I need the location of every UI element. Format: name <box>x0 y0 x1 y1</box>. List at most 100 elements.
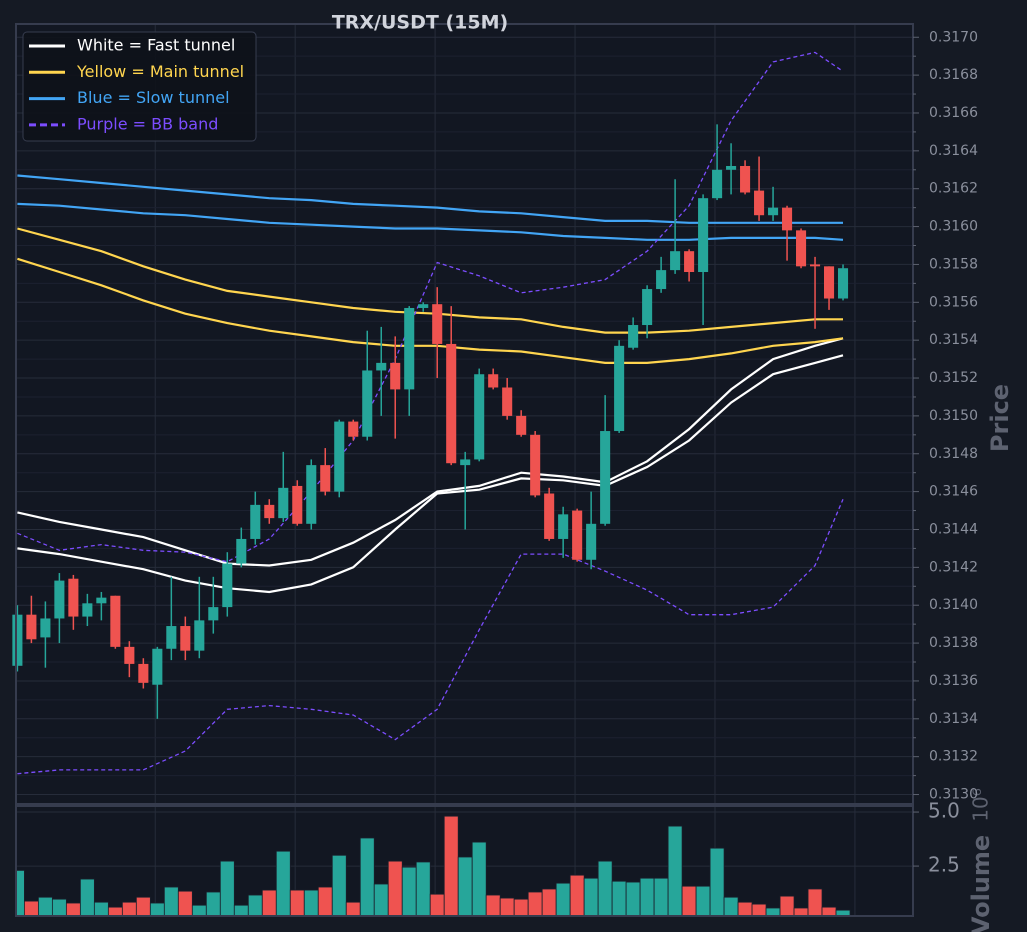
candle-body <box>138 663 149 683</box>
candle-body <box>292 485 303 524</box>
candle-body <box>796 230 807 267</box>
candle-body <box>823 266 835 299</box>
volume-bar <box>149 902 165 917</box>
candle-body <box>12 614 23 666</box>
candle-body <box>698 198 709 273</box>
y-tick-label: 0.3150 <box>929 408 978 424</box>
candle-body <box>348 421 359 437</box>
candle-body <box>166 626 177 649</box>
candle-body <box>68 578 79 617</box>
volume-bar <box>499 897 515 917</box>
volume-bar <box>695 885 711 917</box>
volume-bar <box>429 893 445 917</box>
candle-body <box>460 459 471 466</box>
band-line <box>17 202 844 241</box>
candle-body <box>278 487 289 519</box>
volume-bar <box>779 895 795 917</box>
volume-bar <box>541 888 557 917</box>
volume-bar <box>513 898 529 917</box>
candle-body <box>110 595 121 647</box>
volume-bar <box>205 891 221 917</box>
volume-bar <box>331 854 347 917</box>
volume-bar <box>23 900 39 917</box>
y-tick-label: 0.3140 <box>929 597 978 613</box>
volume-bar <box>639 877 655 917</box>
volume-bar <box>135 896 151 917</box>
y-tick-label: 0.3168 <box>929 67 978 83</box>
candle-body <box>334 421 345 492</box>
candle-body <box>446 343 457 464</box>
candle-body <box>768 207 779 216</box>
volume-bar <box>387 860 403 917</box>
volume-bar <box>107 906 123 917</box>
legend-label: White = Fast tunnel <box>77 36 235 55</box>
volume-bar <box>821 906 837 917</box>
volume-bar <box>597 860 613 917</box>
volume-bar <box>527 891 543 917</box>
candle-body <box>544 493 555 539</box>
y-tick-label: 0.3162 <box>929 181 978 197</box>
candle-body <box>264 504 275 519</box>
candle-body <box>726 165 737 170</box>
candle-body <box>670 251 681 271</box>
volume-bar <box>485 894 501 917</box>
candle-body <box>600 431 611 524</box>
volume-bar <box>457 856 473 917</box>
candle-body <box>810 264 821 267</box>
price-frame <box>15 23 914 805</box>
candle-body <box>572 510 583 560</box>
volume-bar <box>443 815 459 917</box>
y-tick-label: 0.3170 <box>929 29 978 45</box>
volume-bar <box>611 880 627 917</box>
price-panel <box>16 24 913 804</box>
y-tick-label: 0.3160 <box>929 219 978 235</box>
candle-body <box>530 434 541 496</box>
candle-body <box>740 165 751 193</box>
candle-body <box>418 304 429 308</box>
y-tick-label: 0.3154 <box>929 332 978 348</box>
candle-body <box>558 514 569 539</box>
y-tick-label: 0.3158 <box>929 256 978 272</box>
y-tick-label: 2.5 <box>928 853 960 877</box>
candle-body <box>26 614 37 640</box>
candle-body <box>782 207 793 231</box>
y-tick-label: 0.3132 <box>929 749 978 765</box>
band-line <box>17 354 844 594</box>
volume-bar <box>681 885 697 917</box>
volume-bar <box>247 894 263 917</box>
candle-body <box>152 648 163 685</box>
volume-bar <box>751 903 767 917</box>
volume-bar <box>121 901 137 917</box>
candle-body <box>320 465 331 492</box>
volume-bar <box>359 837 375 917</box>
y-tick-label: 0.3146 <box>929 484 978 500</box>
candle-body <box>586 523 597 560</box>
volume-bar <box>79 878 95 917</box>
volume-bar <box>219 860 235 917</box>
y-axis-label: Price <box>986 384 1014 452</box>
volume-bar <box>807 888 823 917</box>
volume-bar <box>191 904 207 917</box>
y-tick-label: 0.3156 <box>929 294 978 310</box>
candle-body <box>684 251 695 273</box>
candle-body <box>516 415 527 435</box>
candle-body <box>362 370 373 437</box>
y-tick-label: 5.0 <box>928 799 960 823</box>
volume-bar <box>51 898 67 917</box>
candle-body <box>96 597 107 604</box>
candle-body <box>614 345 625 432</box>
volume-bar <box>653 877 669 917</box>
chart-title: TRX/USDT (15M) <box>332 12 508 34</box>
candle-body <box>474 374 485 460</box>
candle-body <box>208 607 219 621</box>
y-tick-label: 0.3166 <box>929 105 978 121</box>
volume-bar <box>15 870 25 917</box>
volume-bar <box>65 902 81 917</box>
volume-bar <box>401 866 417 917</box>
y-tick-label: 0.3148 <box>929 446 978 462</box>
volume-bar <box>275 850 291 917</box>
candle-body <box>488 374 499 388</box>
volume-bar <box>737 901 753 917</box>
candle-body <box>236 538 247 564</box>
volume-bar <box>261 889 277 917</box>
